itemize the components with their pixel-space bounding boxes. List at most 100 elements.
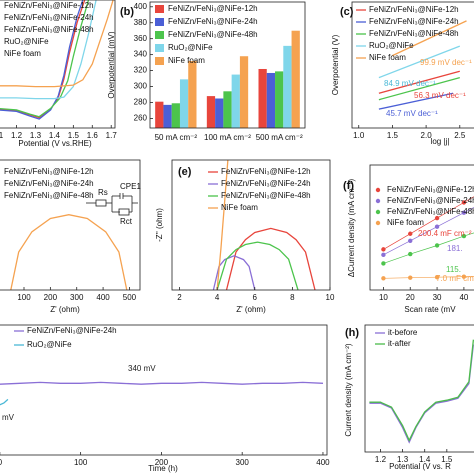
point [381, 261, 386, 266]
series-line [392, 20, 467, 57]
y-axis-label: Overpotential (V) [331, 34, 340, 95]
y-axis-label: Overpotential (mV) [107, 31, 116, 98]
point [461, 210, 467, 215]
x-tick-label: 1.1 [0, 131, 4, 140]
bar [171, 103, 180, 128]
x-tick-label: 100 [17, 293, 31, 302]
annotation: 7.0 mF cm⁻² [436, 274, 474, 283]
point [434, 274, 440, 280]
series-line [0, 398, 9, 406]
plot [381, 196, 474, 281]
x-tick-label: 1.5 [441, 455, 453, 464]
x-tick-label: 50 mA cm⁻² [155, 133, 198, 142]
series-line [10, 214, 128, 290]
annotation: 56.3 mV dec⁻¹ [414, 91, 466, 100]
legend-label: FeNiZn/FeNi₃@NiFe-24h [168, 17, 258, 26]
x-axis-label: Potential (V vs. R [389, 462, 451, 471]
x-tick-label: 500 mA cm⁻² [256, 133, 303, 142]
panel-label: (b) [120, 6, 134, 18]
series-line [225, 227, 316, 290]
x-tick-label: 6 [253, 293, 258, 302]
x-axis-label: Scan rate (mV [404, 305, 456, 314]
y-tick-label: 280 [134, 98, 148, 107]
legend-label: FeNiZn/FeNi₃@NiFe-48h [168, 30, 258, 39]
series-line [0, 381, 324, 385]
x-tick-label: 8 [290, 293, 295, 302]
point [461, 200, 467, 205]
series-line [0, 0, 90, 118]
panel-label: (h) [345, 327, 359, 339]
legend-label: FeNiZn/FeNi₃@NiFe-12h [168, 4, 258, 13]
x-tick-label: 4 [215, 293, 220, 302]
legend-label: FeNiZn/FeNi₃@NiFe-24h [369, 17, 459, 26]
circuit-label: Rs [98, 188, 108, 197]
annotation: 200.4 mF cm⁻² [418, 229, 472, 238]
plot [155, 30, 300, 128]
bar [275, 71, 284, 128]
legend-label: FeNiZn/FeNi₃@NiFe-48h [369, 29, 459, 38]
bar [223, 91, 232, 128]
x-tick-label: 1.4 [49, 131, 61, 140]
bar [206, 96, 216, 128]
x-tick-label: 1.4 [419, 455, 431, 464]
annotation: 84.9 mV dec⁻¹ [384, 79, 436, 88]
point [381, 276, 386, 281]
series-line [378, 92, 454, 110]
frame [351, 1, 474, 129]
frame [0, 0, 116, 129]
y-tick-label: 360 [134, 34, 148, 43]
series-line [216, 160, 229, 290]
series-line [378, 45, 461, 79]
frame [0, 324, 328, 456]
x-tick-label: 1.7 [106, 131, 118, 140]
point [408, 231, 413, 236]
x-axis-label: Potential (V vs.RHE) [18, 139, 92, 148]
legend-label: NiFe foam [221, 203, 258, 212]
bar [266, 72, 276, 128]
y-axis-label: -Z'' (ohm) [155, 208, 164, 242]
legend-swatch [155, 18, 164, 26]
point [461, 233, 467, 239]
point [461, 274, 467, 279]
bar [163, 104, 172, 128]
y-tick-label: 260 [134, 114, 148, 123]
legend-label: RuO₂@NiFe [4, 37, 49, 46]
point [434, 215, 440, 221]
circuit-label: Rct [120, 217, 133, 226]
legend-label: FeNiZn/FeNi₃@NiFe-24h [27, 326, 117, 335]
frame [369, 164, 474, 291]
bar [179, 79, 189, 128]
legend-swatch [375, 209, 381, 215]
bar [188, 61, 197, 128]
x-tick-label: 1.6 [87, 131, 99, 140]
annotation: 45.7 mV dec⁻¹ [386, 109, 438, 118]
plot [212, 160, 316, 290]
series-line [369, 339, 474, 442]
x-axis-label: Z' (ohm) [50, 305, 80, 314]
x-tick-label: 400 [316, 458, 330, 467]
frame [0, 159, 141, 291]
x-tick-label: 0 [0, 458, 3, 467]
panel-label: (c) [340, 6, 354, 18]
bar [155, 101, 164, 128]
x-tick-label: 1.3 [397, 455, 409, 464]
legend-swatch [375, 198, 381, 204]
series-line [0, 0, 114, 88]
y-axis-label: ΔCurrent density (mA cm⁻²) [347, 178, 356, 277]
frame [364, 324, 474, 453]
legend-swatch [375, 187, 381, 193]
x-tick-label: 300 [70, 293, 84, 302]
series-line [0, 0, 97, 100]
bar [258, 68, 267, 128]
annotation: 340 mV [128, 364, 156, 373]
legend-label: RuO₂@NiFe [27, 340, 72, 349]
legend-label: FeNiZn/FeNi₃@NiFe-24h [221, 179, 311, 188]
point [408, 251, 413, 257]
point [381, 247, 386, 252]
legend-swatch [155, 31, 164, 39]
x-tick-label: 1.2 [375, 455, 387, 464]
legend-label: it-before [388, 328, 418, 337]
annotation: 115. [446, 265, 461, 274]
x-tick-label: 1.3 [30, 131, 42, 140]
